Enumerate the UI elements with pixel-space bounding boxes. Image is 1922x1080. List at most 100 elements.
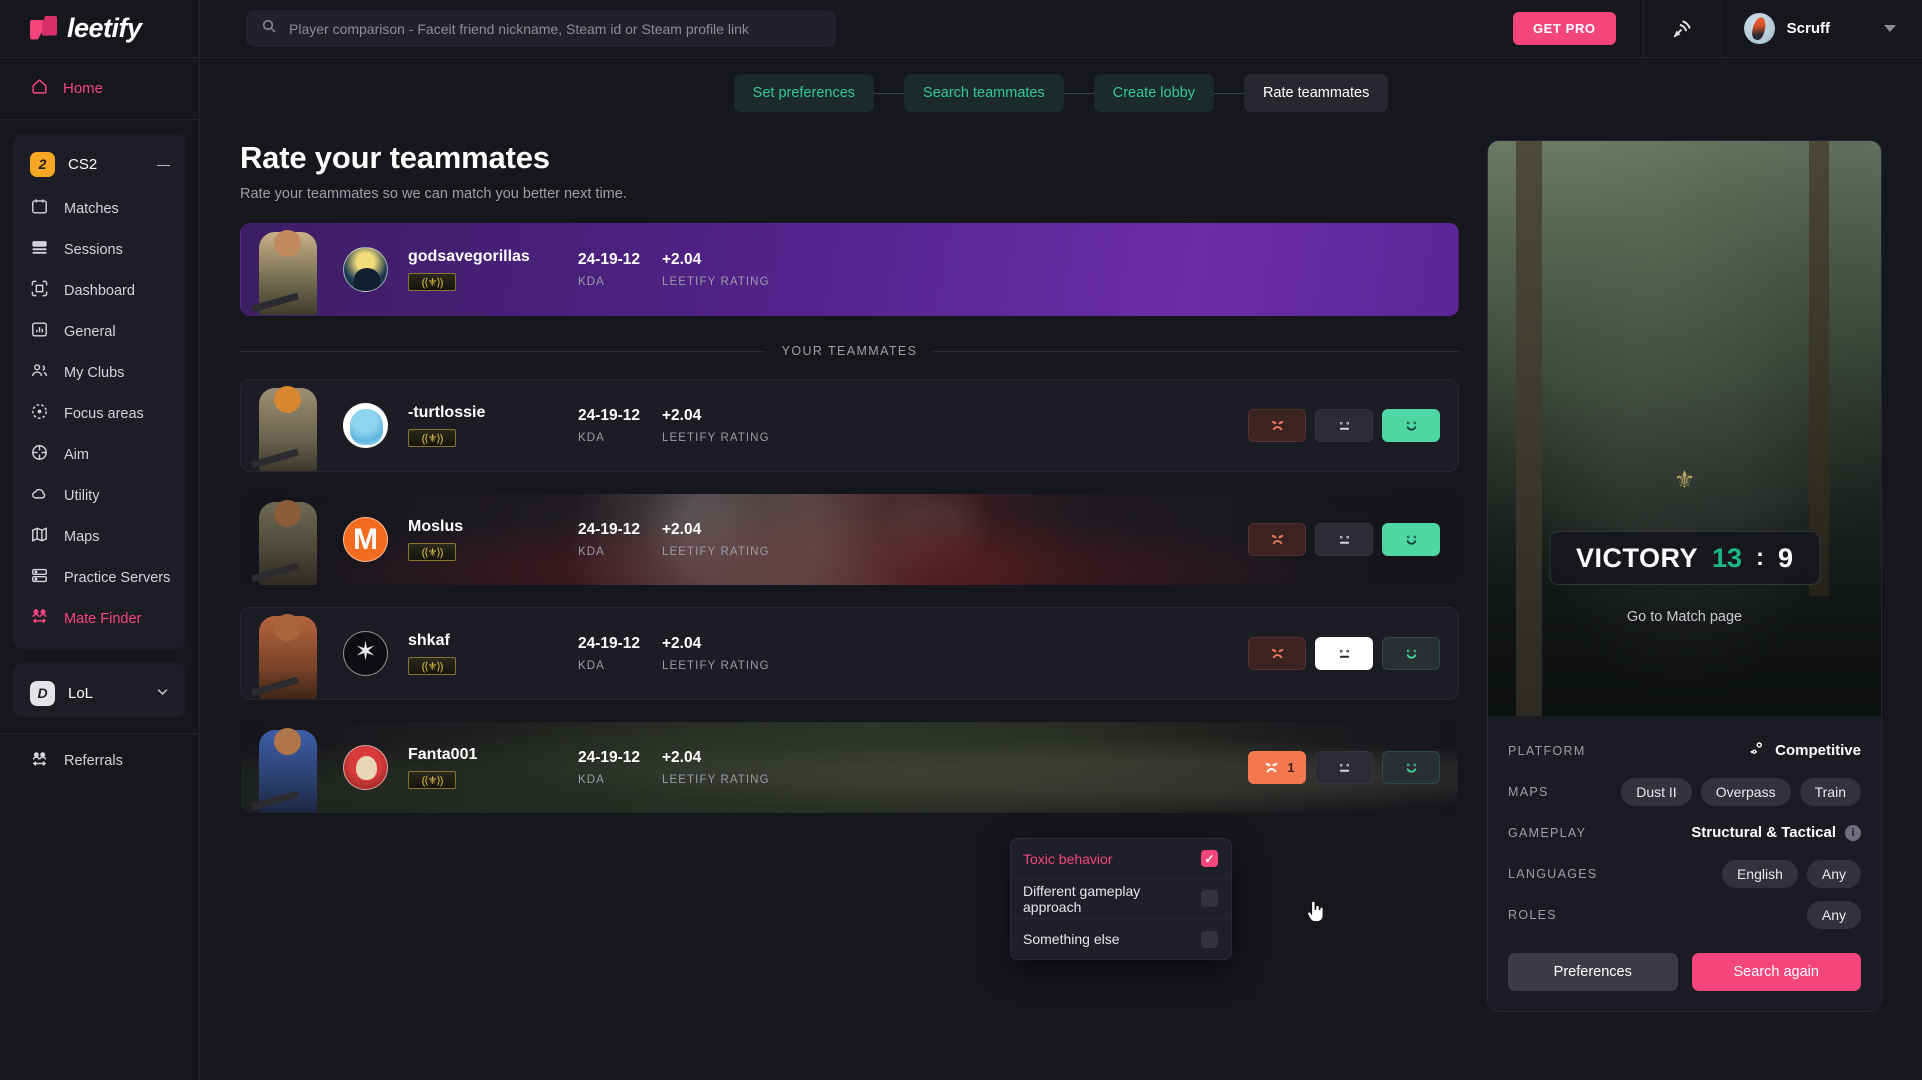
teammate-row: M Moslus (⟨⚜⟩) 24-19-12 KDA +2.04 LEETIF… <box>240 493 1459 586</box>
checkbox-icon[interactable] <box>1201 930 1218 948</box>
logo[interactable]: leetify <box>0 0 199 58</box>
tab-set-preferences[interactable]: Set preferences <box>733 74 875 112</box>
sidebar-item-focus-areas[interactable]: Focus areas <box>13 393 186 434</box>
rate-negative-button[interactable] <box>1248 637 1306 670</box>
dropdown-item-something-else[interactable]: Something else <box>1011 919 1231 959</box>
search-box[interactable] <box>246 10 836 47</box>
tab-create-lobby[interactable]: Create lobby <box>1093 74 1214 112</box>
rating-label: LEETIFY RATING <box>662 774 770 786</box>
go-to-match-link[interactable]: Go to Match page <box>1626 609 1743 625</box>
map-pill[interactable]: Overpass <box>1700 777 1791 806</box>
rate-neutral-button[interactable] <box>1315 409 1373 442</box>
meta-row-platform: PLATFORM Competitive <box>1508 730 1861 771</box>
sidebar-item-referrals[interactable]: Referrals <box>0 734 199 788</box>
tab-rate-teammates[interactable]: Rate teammates <box>1243 74 1389 112</box>
sidebar-item-label: Matches <box>64 200 119 217</box>
sidebar-item-my-clubs[interactable]: My Clubs <box>13 352 186 393</box>
language-pill[interactable]: Any <box>1806 859 1861 888</box>
sidebar-item-maps[interactable]: Maps <box>13 516 186 557</box>
dropdown-item-label: Toxic behavior <box>1023 850 1113 867</box>
sidebar-item-matches[interactable]: Matches <box>13 188 186 229</box>
map-pill[interactable]: Dust II <box>1621 777 1692 806</box>
sidebar-item-general[interactable]: General <box>13 311 186 352</box>
rate-positive-button[interactable] <box>1382 637 1440 670</box>
info-icon[interactable]: i <box>1845 824 1861 841</box>
kda-label: KDA <box>578 276 605 288</box>
self-player-row: godsavegorillas (⟨⚜⟩) 24-19-12 KDA +2.04… <box>240 223 1459 316</box>
server-icon <box>30 566 49 589</box>
mate-finder-icon <box>30 607 49 630</box>
rating-value: +2.04 <box>662 407 702 424</box>
checkbox-checked-icon[interactable] <box>1201 850 1218 867</box>
divider <box>1720 0 1722 58</box>
sidebar-item-home[interactable]: Home <box>0 58 199 120</box>
rate-neutral-button[interactable] <box>1315 751 1373 784</box>
character-art <box>241 722 339 813</box>
topbar: GET PRO Scruff <box>200 0 1922 58</box>
announcements-icon[interactable] <box>1644 16 1721 41</box>
sidebar-group-cs2-header[interactable]: 2 CS2 — <box>13 140 186 188</box>
rating-label: LEETIFY RATING <box>662 276 770 288</box>
collapse-icon[interactable]: — <box>157 156 170 172</box>
character-art <box>241 380 339 471</box>
avatar <box>343 403 388 448</box>
match-card: ⚜ VICTORY 13 : 9 Go to Match page PLATFO… <box>1487 140 1882 1012</box>
rank-badge-icon: (⟨⚜⟩) <box>408 429 456 447</box>
checkbox-icon[interactable] <box>1201 890 1218 907</box>
sidebar-item-label: Utility <box>64 487 100 504</box>
sidebar-group-lol-label: LoL <box>68 684 94 702</box>
tab-search-teammates[interactable]: Search teammates <box>904 74 1064 112</box>
score-win: 13 <box>1711 542 1743 573</box>
avatar: M <box>343 517 388 562</box>
rate-negative-button[interactable] <box>1248 409 1306 442</box>
sidebar-group-lol-header[interactable]: D LoL <box>13 669 186 717</box>
cs2-badge-icon: 2 <box>30 151 55 177</box>
chevron-down-icon[interactable] <box>1884 25 1896 32</box>
rating-buttons <box>1248 637 1458 670</box>
character-art <box>241 494 339 585</box>
rate-positive-button[interactable] <box>1382 523 1440 556</box>
user-menu[interactable]: Scruff <box>1722 13 1922 44</box>
sidebar-item-mate-finder[interactable]: Mate Finder <box>13 598 186 639</box>
rate-positive-button[interactable] <box>1382 409 1440 442</box>
get-pro-button[interactable]: GET PRO <box>1512 12 1616 45</box>
kda-label: KDA <box>578 774 605 786</box>
map-pill[interactable]: Train <box>1799 777 1861 806</box>
dropdown-item-different-gameplay-approach[interactable]: Different gameplay approach <box>1011 879 1231 919</box>
meta-row-gameplay: GAMEPLAY Structural & Tactical i <box>1508 812 1861 853</box>
tab-connector <box>874 92 905 94</box>
rating-stat: +2.04 LEETIFY RATING <box>662 635 802 672</box>
search-input[interactable] <box>289 20 821 37</box>
map-icon <box>30 525 49 548</box>
language-pill[interactable]: English <box>1721 859 1798 888</box>
kda-value: 24-19-12 <box>578 407 641 424</box>
chevron-down-icon[interactable] <box>155 684 170 702</box>
mouse-cursor-icon <box>1305 900 1325 929</box>
sidebar-item-dashboard[interactable]: Dashboard <box>13 270 186 311</box>
role-pill[interactable]: Any <box>1806 900 1861 929</box>
rank-badge-icon: (⟨⚜⟩) <box>408 543 456 561</box>
sidebar-item-aim[interactable]: Aim <box>13 434 186 475</box>
meta-row-maps: MAPS Dust II Overpass Train <box>1508 771 1861 812</box>
map-logo-icon: ⚜ <box>1673 466 1696 494</box>
meta-label: PLATFORM <box>1508 743 1586 758</box>
search-again-button[interactable]: Search again <box>1691 953 1861 991</box>
dropdown-item-toxic-behavior[interactable]: Toxic behavior <box>1011 839 1231 879</box>
preferences-button[interactable]: Preferences <box>1508 953 1678 991</box>
rank-badge-icon: (⟨⚜⟩) <box>408 273 456 291</box>
search-icon <box>261 18 277 39</box>
player-identity: shkaf (⟨⚜⟩) <box>408 632 578 675</box>
sidebar-item-sessions[interactable]: Sessions <box>13 229 186 270</box>
rate-positive-button[interactable] <box>1382 751 1440 784</box>
sidebar-item-utility[interactable]: Utility <box>13 475 186 516</box>
rate-negative-button[interactable] <box>1248 523 1306 556</box>
rating-stat: +2.04 LEETIFY RATING <box>662 251 802 288</box>
rate-neutral-button[interactable] <box>1315 637 1373 670</box>
rate-neutral-button[interactable] <box>1315 523 1373 556</box>
teammate-row: Fanta001 (⟨⚜⟩) 24-19-12 KDA +2.04 LEETIF… <box>240 721 1459 814</box>
rate-negative-button[interactable]: 1 <box>1248 751 1306 784</box>
sidebar-item-practice-servers[interactable]: Practice Servers <box>13 557 186 598</box>
meta-value: Competitive <box>1775 742 1861 759</box>
sidebar-item-label: Maps <box>64 528 100 545</box>
